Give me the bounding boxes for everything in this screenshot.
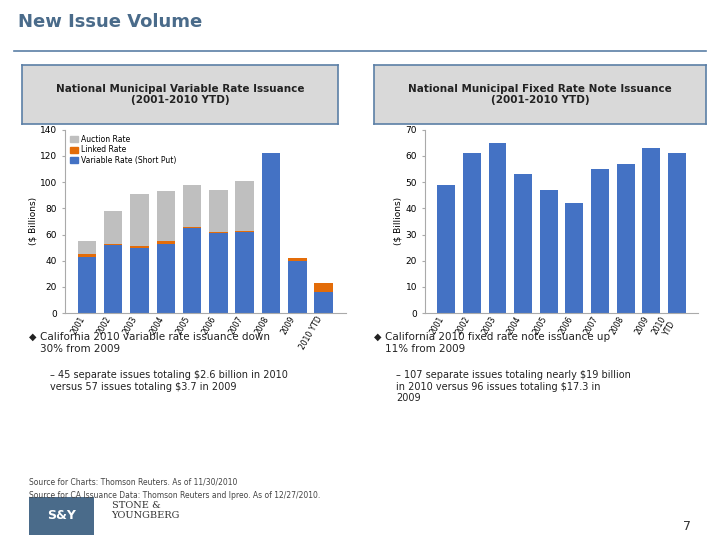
Text: STONE &
YOUNGBERG: STONE & YOUNGBERG [112, 501, 180, 520]
Bar [540, 190, 558, 313]
Bar [130, 194, 148, 246]
Bar [489, 143, 506, 313]
Bar [183, 227, 202, 228]
Text: New Issue Volume: New Issue Volume [18, 12, 202, 31]
Bar [130, 246, 148, 248]
Bar [235, 231, 254, 232]
Bar [437, 185, 455, 313]
Bar [262, 153, 280, 313]
Bar [156, 241, 175, 244]
Bar [565, 203, 583, 313]
Y-axis label: ($ Billions): ($ Billions) [28, 197, 37, 246]
Text: – 107 separate issues totaling nearly $19 billion
in 2010 versus 96 issues total: – 107 separate issues totaling nearly $1… [396, 370, 631, 403]
Bar [104, 245, 122, 313]
Bar [642, 148, 660, 313]
Bar [591, 169, 609, 313]
Text: Source for Charts: Thomson Reuters. As of 11/30/2010: Source for Charts: Thomson Reuters. As o… [29, 478, 237, 487]
Text: S&Y: S&Y [47, 509, 76, 522]
Text: Source for CA Issuance Data: Thomson Reuters and Ipreo. As of 12/27/2010.: Source for CA Issuance Data: Thomson Reu… [29, 491, 320, 501]
Text: National Municipal Variable Rate Issuance
(2001-2010 YTD): National Municipal Variable Rate Issuanc… [55, 84, 305, 105]
Bar [78, 241, 96, 254]
Bar [235, 181, 254, 231]
Bar [668, 153, 686, 313]
Bar [235, 232, 254, 313]
Bar [288, 261, 307, 313]
Y-axis label: ($ Billions): ($ Billions) [394, 197, 403, 246]
Bar [514, 174, 532, 313]
Text: ◆: ◆ [29, 332, 36, 342]
Bar [209, 233, 228, 313]
Bar [183, 185, 202, 227]
Bar [209, 232, 228, 233]
Bar [315, 283, 333, 292]
Text: ◆: ◆ [374, 332, 382, 342]
Bar [78, 254, 96, 257]
Bar [104, 211, 122, 244]
Bar [209, 190, 228, 232]
Text: National Municipal Fixed Rate Note Issuance
(2001-2010 YTD): National Municipal Fixed Rate Note Issua… [408, 84, 672, 105]
Bar [104, 244, 122, 245]
Bar [156, 191, 175, 241]
Legend: Auction Rate, Linked Rate, Variable Rate (Short Put): Auction Rate, Linked Rate, Variable Rate… [68, 133, 178, 166]
Bar [130, 248, 148, 313]
Bar [156, 244, 175, 313]
Bar [315, 292, 333, 313]
Text: California 2010 variable rate issuance down
30% from 2009: California 2010 variable rate issuance d… [40, 332, 269, 354]
Bar [463, 153, 481, 313]
Bar [617, 164, 634, 313]
Text: California 2010 fixed rate note issuance up
11% from 2009: California 2010 fixed rate note issuance… [385, 332, 611, 354]
Text: – 45 separate issues totaling $2.6 billion in 2010
versus 57 issues totaling $3.: – 45 separate issues totaling $2.6 billi… [50, 370, 288, 392]
Bar [288, 258, 307, 261]
Text: 7: 7 [683, 520, 691, 533]
Bar [183, 228, 202, 313]
Bar [78, 257, 96, 313]
